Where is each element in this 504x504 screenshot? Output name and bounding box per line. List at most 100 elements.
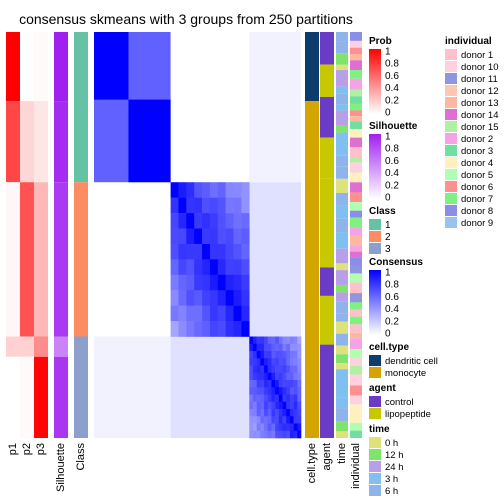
time-cell (336, 270, 348, 285)
consensus-cell (241, 228, 250, 245)
legend-tick-label: 0.8 (385, 144, 399, 155)
consensus-cell (278, 358, 283, 366)
consensus-cell (264, 387, 269, 395)
heatmap-body (6, 32, 362, 439)
individual-cell (350, 282, 362, 294)
consensus-cell (209, 274, 219, 291)
individual-cell (350, 338, 362, 350)
consensus-cell (278, 394, 283, 403)
consensus-cell (282, 401, 287, 410)
consensus-cell (249, 430, 254, 439)
prob-cell-p2 (20, 182, 34, 337)
consensus-cell (186, 321, 195, 337)
consensus-cell (225, 305, 234, 322)
prob-cell-p3 (34, 32, 48, 102)
legend-item-label: 2 (385, 232, 391, 243)
consensus-cell (271, 416, 276, 424)
consensus-cell (293, 409, 298, 417)
consensus-cell (217, 305, 226, 322)
consensus-cell (202, 243, 211, 260)
consensus-cell (293, 380, 298, 388)
celltype-cell (305, 101, 319, 438)
individual-cell (350, 54, 362, 61)
column-label: p2 (21, 443, 33, 455)
time-cell (336, 93, 348, 105)
consensus-cell (241, 243, 250, 260)
time-cell (336, 313, 348, 322)
consensus-cell (202, 274, 211, 291)
consensus-cell (241, 259, 250, 276)
consensus-cell (256, 423, 261, 432)
legend-item-label: donor 7 (461, 194, 493, 205)
consensus-cell (233, 321, 242, 337)
legend-swatch (445, 121, 457, 132)
legends: Prob10.80.60.40.20Silhouette10.80.60.40.… (369, 36, 499, 497)
consensus-cell (233, 182, 242, 198)
time-cell (336, 86, 348, 94)
consensus-cell (256, 401, 261, 410)
consensus-cell (286, 358, 291, 366)
consensus-cell (282, 394, 287, 403)
consensus-cell (186, 305, 195, 322)
consensus-cell (297, 394, 302, 403)
consensus-cell (289, 409, 294, 417)
time-cell (336, 155, 348, 167)
consensus-cell (289, 423, 294, 432)
consensus-cell (297, 387, 302, 395)
column-labels: p1 p2 p3 Silhouette Class cell.type agent time i… (7, 443, 362, 492)
consensus-offdiag (170, 336, 250, 438)
consensus-cell (278, 365, 283, 374)
consensus-cell (170, 228, 179, 245)
individual-cell (350, 182, 362, 193)
consensus-cell (278, 409, 283, 417)
consensus-cell (260, 358, 265, 366)
silhouette-cell (54, 356, 68, 438)
consensus-cell (267, 416, 272, 424)
consensus-cell (282, 351, 287, 359)
consensus-cell (278, 387, 283, 395)
consensus-cell (282, 358, 287, 366)
legend-item-label: donor 5 (461, 170, 493, 181)
individual-cell (350, 251, 362, 258)
consensus-cell (217, 321, 226, 337)
consensus-cell (249, 394, 254, 403)
time-cell (336, 354, 348, 364)
individual-cell (350, 89, 362, 97)
individual-cell (350, 172, 362, 183)
consensus-cell (275, 372, 280, 381)
legend-swatch (445, 157, 457, 168)
legend-swatch (445, 85, 457, 96)
individual-cell (350, 358, 362, 367)
time-cell (336, 333, 348, 346)
consensus-cell (233, 305, 242, 322)
legend-tick-label: 0.4 (385, 83, 399, 94)
consensus-cell (271, 336, 276, 345)
consensus-cell (202, 213, 211, 229)
time-cell (336, 369, 348, 383)
consensus-cell (267, 409, 272, 417)
consensus-cell (233, 197, 242, 214)
legend-tick-label: 1 (385, 47, 391, 58)
prob-cell-p1 (6, 32, 20, 102)
consensus-cell (289, 343, 294, 352)
consensus-cell (252, 336, 257, 345)
individual-cell (350, 78, 362, 90)
individual-cell (350, 217, 362, 228)
consensus-cell (241, 213, 250, 229)
consensus-cell (267, 394, 272, 403)
consensus-cell (217, 228, 226, 245)
consensus-cell (293, 423, 298, 432)
consensus-cell (267, 372, 272, 381)
legend-swatch (445, 217, 457, 228)
consensus-cell (260, 409, 265, 417)
individual-cell (350, 192, 362, 203)
column-label: p1 (7, 443, 19, 455)
consensus-cell (225, 290, 234, 306)
time-cell (336, 232, 348, 249)
legend-swatch (445, 145, 457, 156)
consensus-cell (275, 423, 280, 432)
legend-swatch (369, 408, 381, 419)
consensus-cell (267, 351, 272, 359)
consensus-cell (249, 358, 254, 366)
consensus-cell (260, 380, 265, 388)
